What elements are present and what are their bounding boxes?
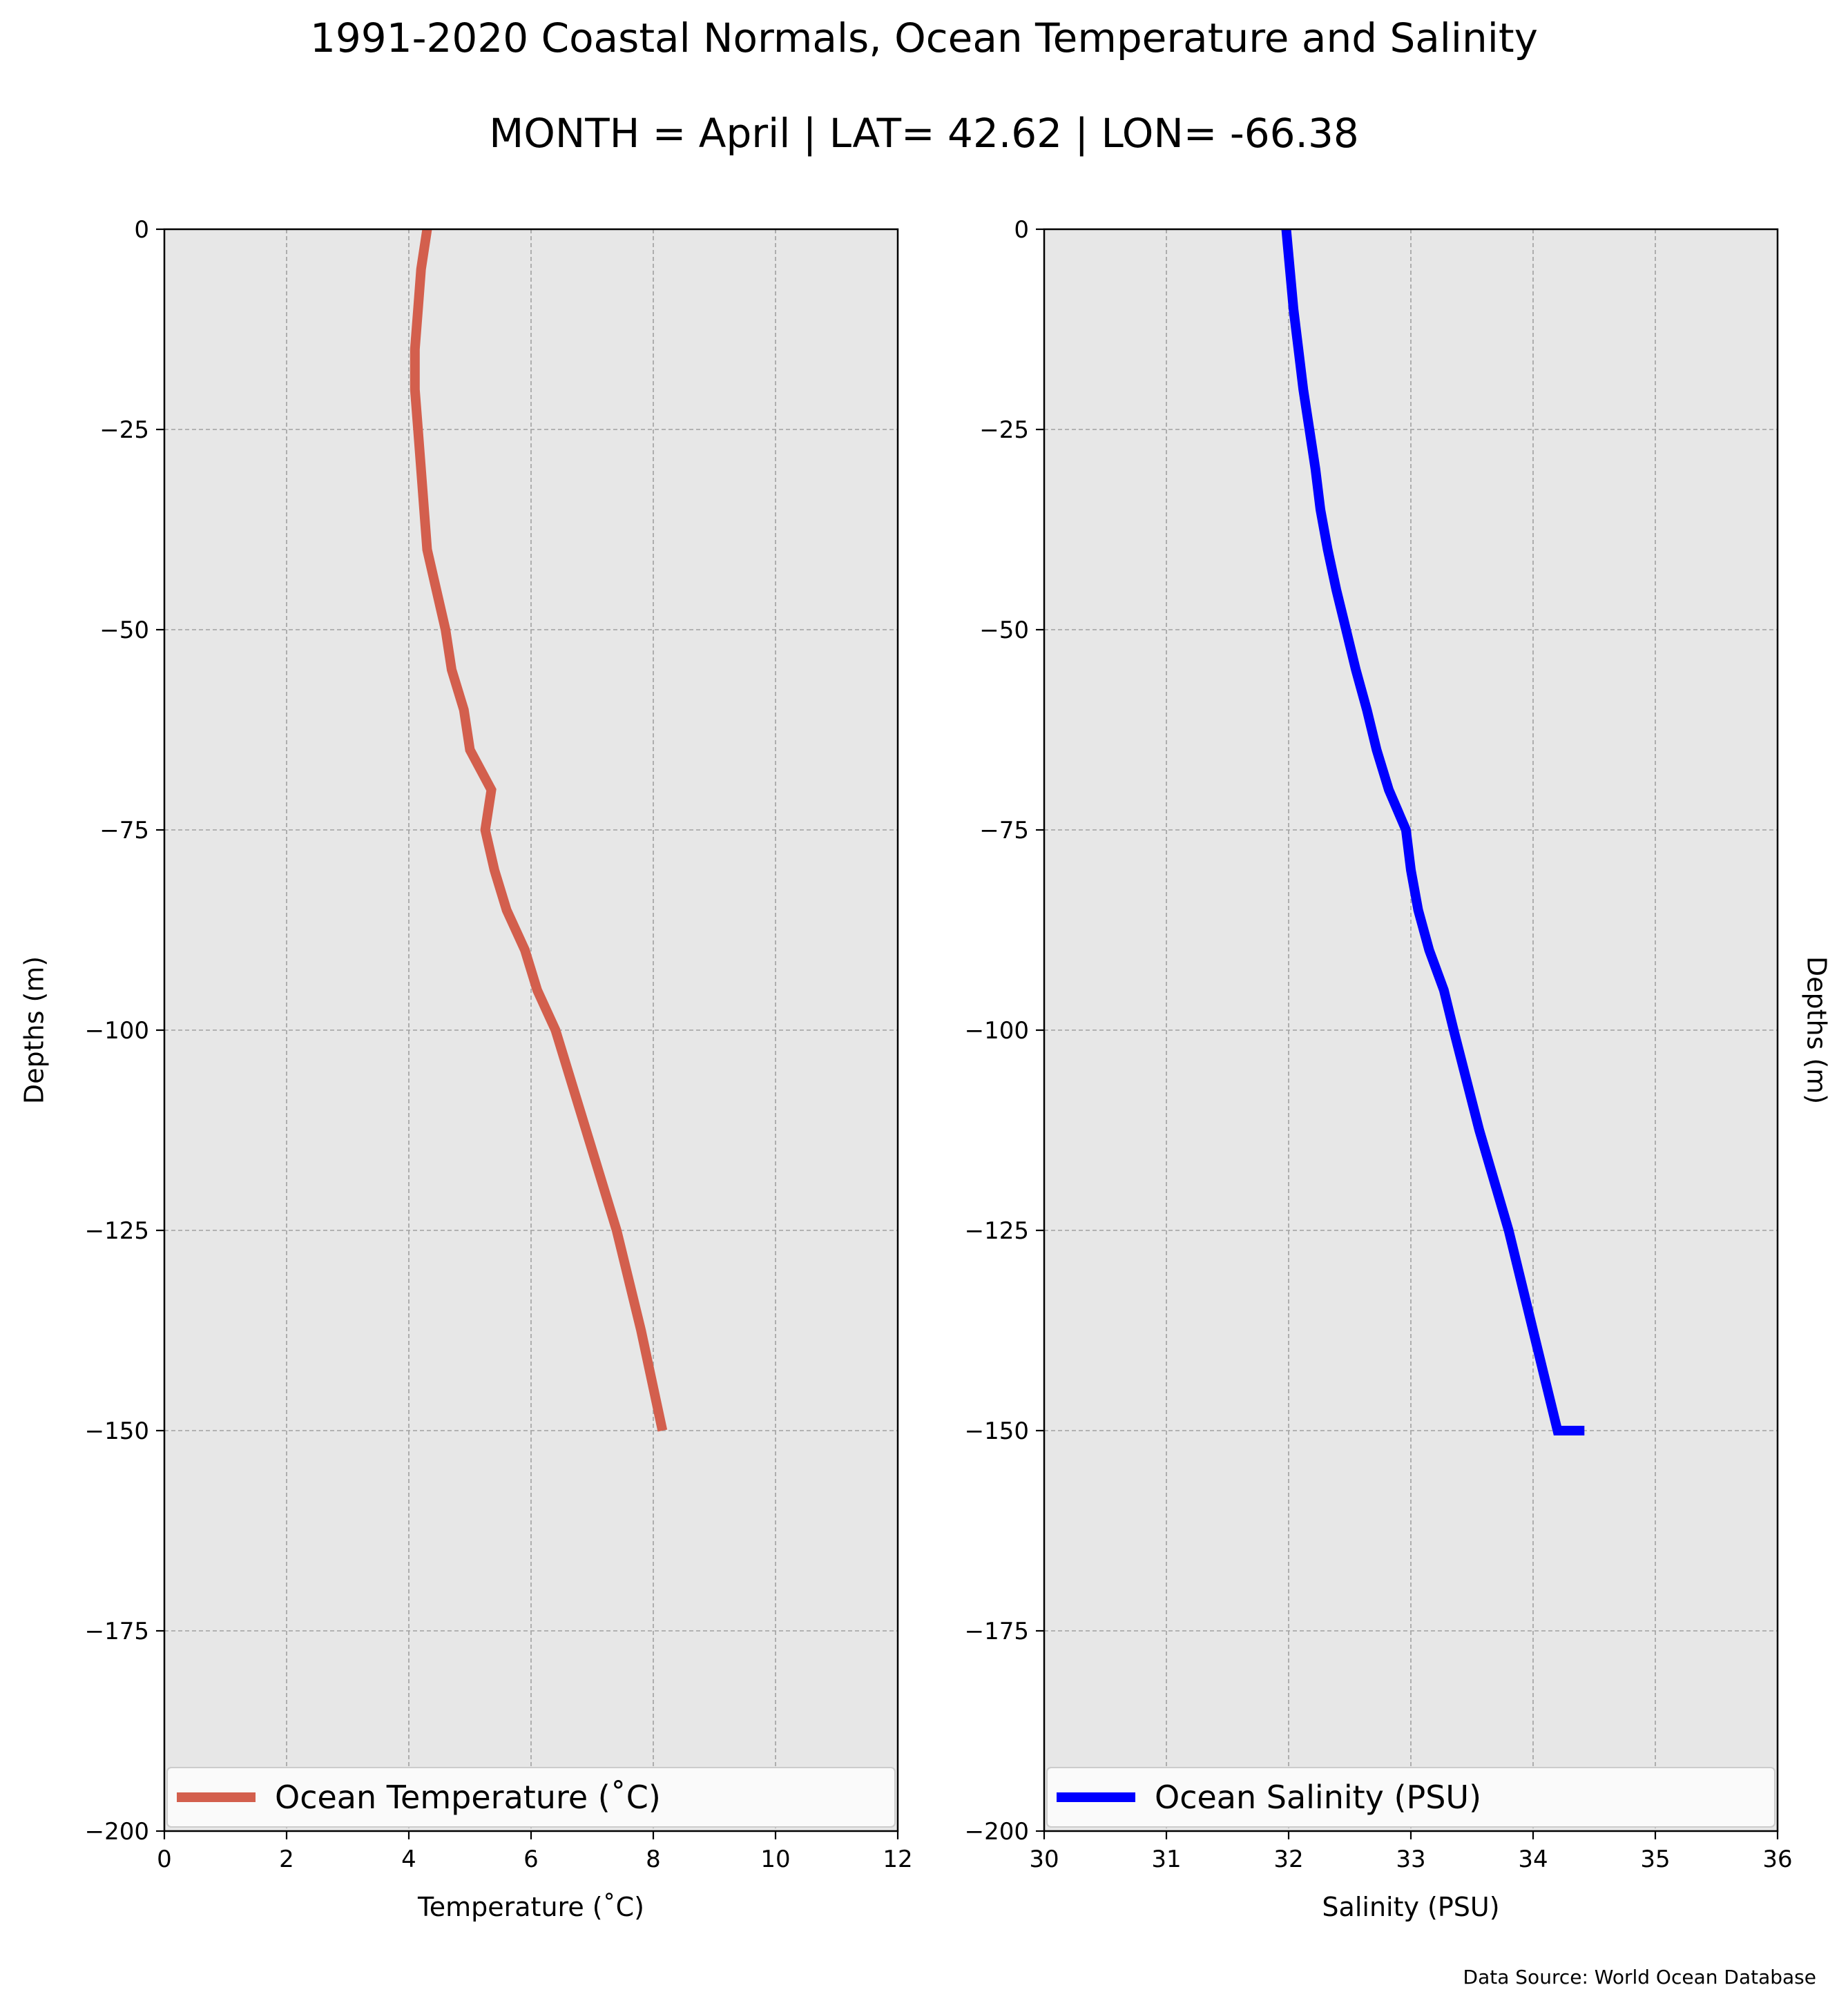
- y-tick-label: −25: [99, 416, 149, 444]
- x-tick-label: 30: [1029, 1846, 1059, 1873]
- y-tick-label: −50: [99, 617, 149, 644]
- data-source-note: Data Source: World Ocean Database: [1463, 1966, 1816, 1989]
- chart-title: 1991-2020 Coastal Normals, Ocean Tempera…: [310, 14, 1538, 61]
- x-tick-label: 2: [279, 1846, 294, 1873]
- legend-box: [1046, 1767, 1775, 1828]
- y-tick-label: −75: [99, 817, 149, 844]
- y-tick-label: −25: [979, 416, 1029, 444]
- y-axis-label: Depths (m): [1802, 956, 1832, 1104]
- legend-box: [166, 1767, 896, 1828]
- x-axis-label: Salinity (PSU): [1322, 1892, 1499, 1922]
- y-tick-label: −125: [85, 1217, 149, 1245]
- y-tick-label: −150: [85, 1417, 149, 1445]
- x-tick-label: 6: [523, 1846, 539, 1873]
- x-tick-label: 0: [157, 1846, 172, 1873]
- y-axis-label: Depths (m): [19, 956, 50, 1104]
- x-tick-label: 34: [1518, 1846, 1548, 1873]
- y-tick-label: −175: [965, 1618, 1029, 1645]
- x-tick-label: 31: [1151, 1846, 1181, 1873]
- y-tick-label: −200: [965, 1818, 1029, 1846]
- y-tick-label: −125: [965, 1217, 1029, 1245]
- series-line-0: [1281, 229, 1585, 1435]
- x-tick-label: 35: [1640, 1846, 1670, 1873]
- y-tick-label: −175: [85, 1618, 149, 1645]
- y-tick-label: −150: [965, 1417, 1029, 1445]
- temperature-panel: Ocean Temperature (˚C) 0 2 4 6 8 10 12 0 −25 −50 −7…: [19, 216, 913, 1922]
- y-tick-label: 0: [134, 216, 149, 244]
- x-tick-label: 8: [646, 1846, 661, 1873]
- y-tick-label: 0: [1014, 216, 1029, 244]
- x-tick-label: 12: [883, 1846, 912, 1873]
- salinity-panel: Ocean Salinity (PSU) 30 31 32 33 34 35 36 0 −25 −5…: [965, 216, 1832, 1922]
- series-line-0: [410, 228, 668, 1432]
- x-tick-label: 36: [1762, 1846, 1792, 1873]
- y-tick-label: −200: [85, 1818, 149, 1846]
- x-tick-label: 10: [760, 1846, 790, 1873]
- legend-label: Ocean Temperature (˚C): [275, 1779, 661, 1816]
- x-tick-label: 4: [401, 1846, 416, 1873]
- chart-subtitle: MONTH = April | LAT= 42.62 | LON= -66.38: [489, 110, 1359, 157]
- x-tick-label: 33: [1396, 1846, 1425, 1873]
- y-tick-label: −50: [979, 617, 1029, 644]
- legend-label: Ocean Salinity (PSU): [1155, 1779, 1481, 1816]
- y-tick-label: −75: [979, 817, 1029, 844]
- y-tick-label: −100: [965, 1017, 1029, 1045]
- x-tick-label: 32: [1273, 1846, 1303, 1873]
- y-tick-label: −100: [85, 1017, 149, 1045]
- x-axis-label: Temperature (˚C): [417, 1892, 644, 1922]
